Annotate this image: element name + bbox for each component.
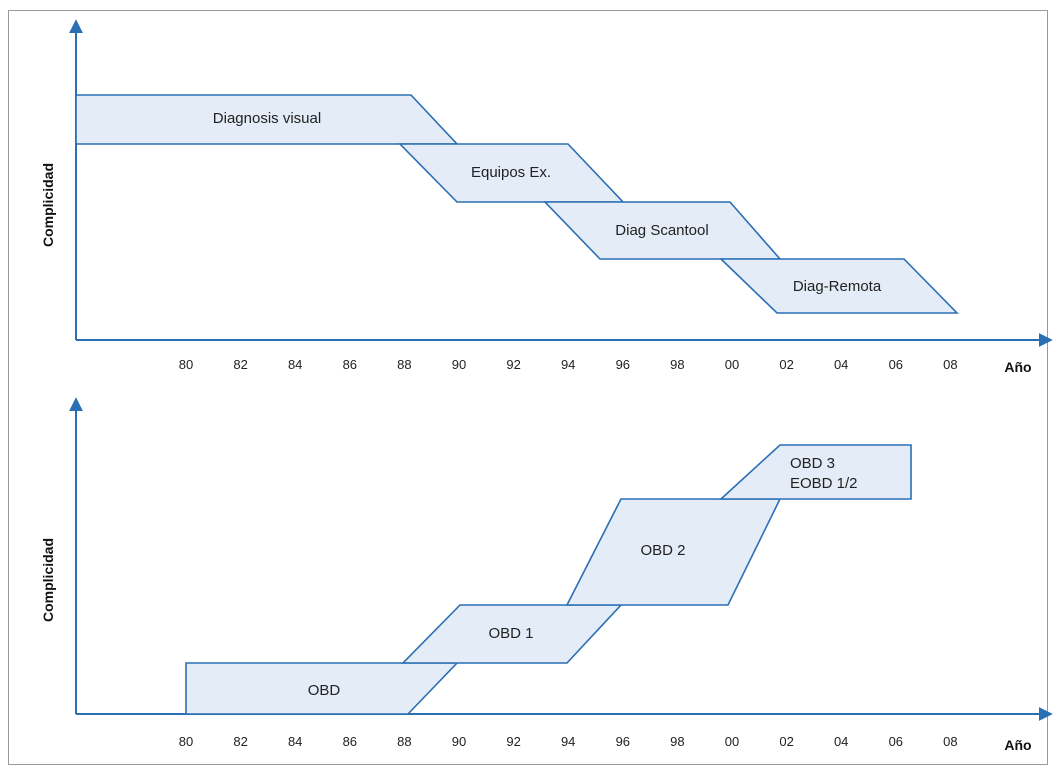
top-tick-label: 08 (943, 357, 957, 372)
top-tick-label: 06 (889, 357, 903, 372)
bottom-x-axis-label: Año (1004, 737, 1031, 753)
band-obd-3-label-line2: EOBD 1/2 (790, 475, 858, 492)
top-tick-label: 84 (288, 357, 302, 372)
band-obd-label: OBD (308, 682, 341, 699)
top-tick-label: 94 (561, 357, 575, 372)
top-tick-label: 82 (233, 357, 247, 372)
bottom-tick-label: 92 (506, 734, 520, 749)
bottom-panel: Complicidad Año 80 82 84 86 88 90 92 94 96 98 00 02… (40, 397, 1053, 753)
band-diag-remota (719, 258, 959, 314)
bottom-tick-label: 04 (834, 734, 848, 749)
bottom-tick-label: 02 (779, 734, 793, 749)
band-obd-1-label: OBD 1 (488, 625, 533, 642)
bottom-tick-label: 98 (670, 734, 684, 749)
top-tick-label: 04 (834, 357, 848, 372)
bottom-tick-label: 96 (616, 734, 630, 749)
top-tick-labels: 80 82 84 86 88 90 92 94 96 98 00 02 04 06 08 (179, 357, 958, 372)
top-tick-label: 96 (616, 357, 630, 372)
top-tick-label: 00 (725, 357, 739, 372)
bottom-tick-labels: 80 82 84 86 88 90 92 94 96 98 00 02 04 06 08 (179, 734, 958, 749)
band-obd-3 (718, 444, 912, 500)
top-tick-label: 92 (506, 357, 520, 372)
top-tick-label: 98 (670, 357, 684, 372)
bottom-tick-label: 80 (179, 734, 193, 749)
top-tick-label: 86 (343, 357, 357, 372)
band-equipos-ex-label: Equipos Ex. (471, 164, 551, 181)
band-obd-2-label: OBD 2 (640, 542, 685, 559)
band-diag-scantool-label: Diag Scantool (615, 222, 708, 239)
top-y-axis-label: Complicidad (40, 163, 56, 247)
top-tick-label: 02 (779, 357, 793, 372)
top-x-axis-label: Año (1004, 359, 1031, 375)
bottom-tick-label: 90 (452, 734, 466, 749)
band-diag-remota-label: Diag-Remota (793, 278, 882, 295)
band-diagnosis-visual-label: Diagnosis visual (213, 110, 321, 127)
bottom-tick-label: 00 (725, 734, 739, 749)
diagram-frame (8, 10, 1048, 765)
bottom-tick-label: 82 (233, 734, 247, 749)
band-obd (185, 662, 459, 715)
bottom-y-axis-label: Complicidad (40, 538, 56, 622)
bottom-tick-label: 88 (397, 734, 411, 749)
bottom-tick-label: 86 (343, 734, 357, 749)
top-panel: Complicidad Año 80 82 84 86 88 90 92 94 96 98 00 02… (40, 19, 1053, 375)
bottom-tick-label: 06 (889, 734, 903, 749)
top-tick-label: 88 (397, 357, 411, 372)
bottom-tick-label: 08 (943, 734, 957, 749)
bottom-tick-label: 84 (288, 734, 302, 749)
bottom-tick-label: 94 (561, 734, 575, 749)
band-obd-3-label-line1: OBD 3 (790, 455, 835, 472)
top-tick-label: 80 (179, 357, 193, 372)
top-tick-label: 90 (452, 357, 466, 372)
